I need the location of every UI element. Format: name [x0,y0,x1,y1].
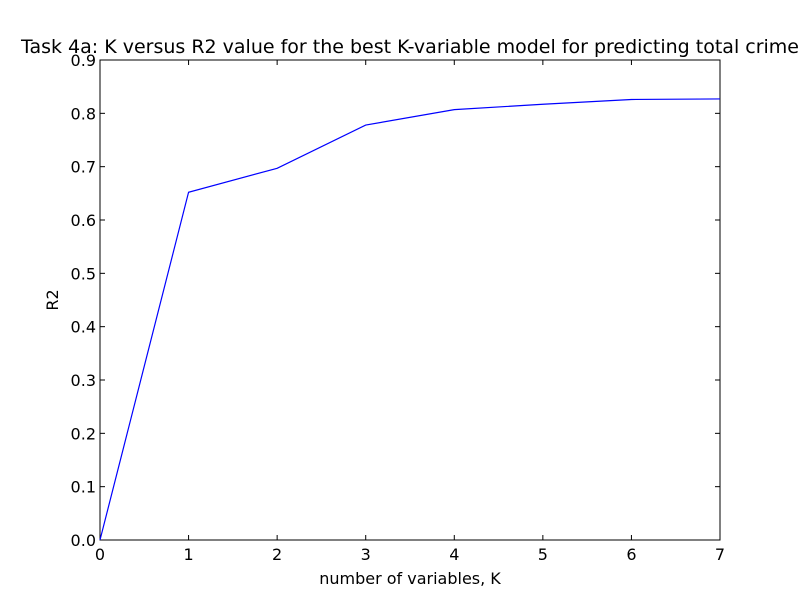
y-axis-label: R2 [43,289,62,310]
x-tick-label: 2 [272,545,282,564]
y-axis-ticks: 0.0 0.1 0.2 0.3 0.4 0.5 0.6 0.7 0.8 0.9 [71,51,720,550]
y-tick-label: 0.2 [71,424,96,443]
y-tick-label: 0.1 [71,478,96,497]
y-tick-label: 0.7 [71,158,96,177]
series-line [100,99,720,540]
y-tick-label: 0.8 [71,104,96,123]
x-tick-label: 0 [95,545,105,564]
x-tick-label: 3 [361,545,371,564]
y-tick-label: 0.4 [71,318,96,337]
x-tick-label: 7 [715,545,725,564]
y-tick-label: 0.5 [71,264,96,283]
x-axis-label: number of variables, K [319,569,501,588]
x-tick-label: 1 [183,545,193,564]
y-tick-label: 0.3 [71,371,96,390]
plot-frame [100,60,720,540]
y-tick-label: 0.6 [71,211,96,230]
x-tick-label: 5 [538,545,548,564]
y-tick-label: 0.0 [71,531,96,550]
x-tick-label: 6 [626,545,636,564]
chart-title: Task 4a: K versus R2 value for the best … [20,36,799,58]
x-axis-ticks: 0 1 2 3 4 5 6 7 [95,60,725,564]
series-layer [100,99,720,540]
x-tick-label: 4 [449,545,459,564]
y-tick-label: 0.9 [71,51,96,70]
